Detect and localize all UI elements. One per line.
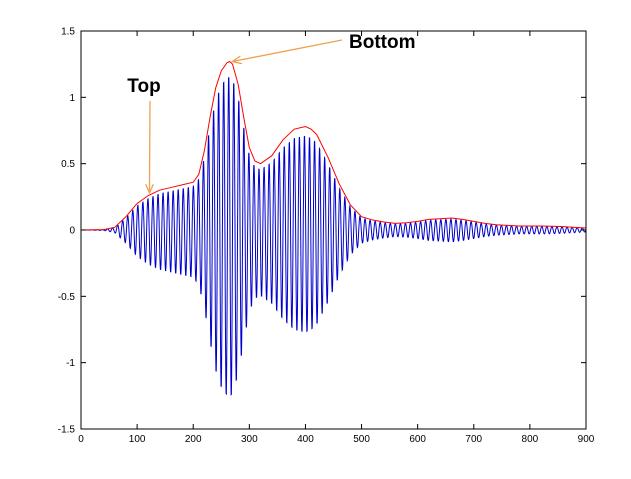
annotation-label: Top	[127, 76, 160, 97]
x-tick-label: 0	[78, 434, 84, 445]
y-tick-label: -1.5	[58, 425, 76, 436]
annotation-label: Bottom	[349, 32, 415, 53]
x-tick-label: 600	[409, 434, 426, 445]
x-tick-label: 300	[241, 434, 258, 445]
y-tick-label: 0.5	[61, 159, 75, 170]
envelope-line	[80, 60, 587, 231]
envelope-series	[80, 60, 587, 231]
x-tick-label: 100	[129, 434, 146, 445]
y-tick-label: 1	[69, 93, 75, 104]
signal-line	[81, 76, 587, 396]
annotation-arrow	[149, 100, 150, 193]
y-tick-label: 0	[69, 226, 75, 237]
annotations: Top Bottom	[127, 32, 415, 193]
x-tick-label: 800	[522, 434, 539, 445]
x-tick-label: 900	[578, 434, 595, 445]
annotation-arrow	[233, 39, 343, 62]
y-axis: -1.5 -1 -0.5 0 0.5 1 1.5	[58, 27, 586, 436]
x-tick-label: 700	[465, 434, 482, 445]
y-tick-label: -1	[66, 358, 75, 369]
x-axis: 0 100 200 300 400 500 600 700 800 900	[78, 31, 595, 445]
y-tick-label: -0.5	[58, 292, 76, 303]
signal-series	[81, 76, 587, 396]
x-tick-label: 200	[185, 434, 202, 445]
y-tick-label: 1.5	[61, 27, 75, 38]
x-tick-label: 400	[297, 434, 314, 445]
x-tick-label: 500	[353, 434, 370, 445]
